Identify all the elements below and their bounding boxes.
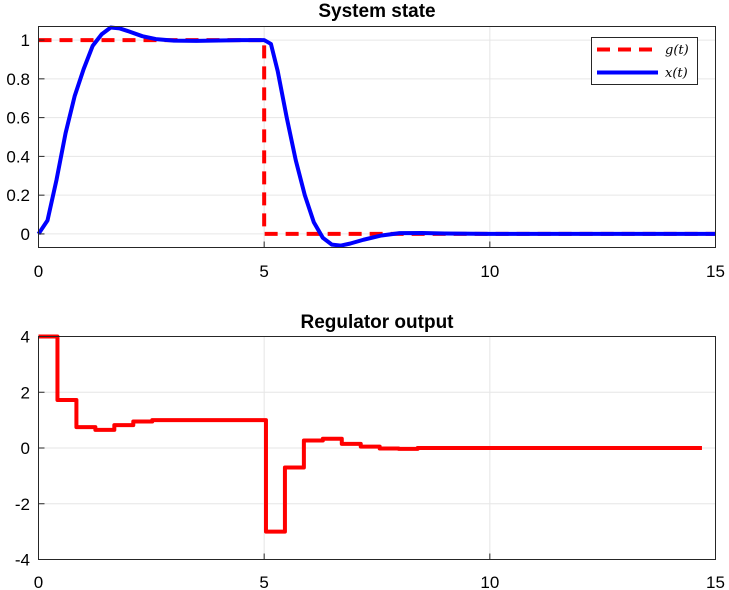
y-tick-label: 1 (21, 31, 30, 50)
y-tick-label: -2 (15, 495, 30, 514)
x-tick-label: 0 (34, 573, 43, 590)
legend-label-x: x(t) (665, 66, 688, 81)
system-state-plot: System state 0 5 10 15 0 0.2 0.4 0.6 0.8 1 g(t) … (6, 1, 725, 281)
chart-title: Regulator output (300, 312, 454, 333)
x-tick-label: 0 (34, 262, 43, 281)
y-tick-label: 0.4 (6, 147, 30, 166)
y-tick-labels: 0 0.2 0.4 0.6 0.8 1 (6, 31, 45, 244)
series-line-regulator (38, 334, 702, 534)
y-tick-label: 2 (21, 383, 30, 402)
y-tick-label: 0.8 (6, 70, 30, 89)
x-tick-label: 10 (480, 262, 499, 281)
y-tick-label: -4 (15, 551, 30, 570)
x-tick-labels: 0 5 10 15 (34, 241, 725, 281)
y-tick-label: 0.6 (6, 109, 30, 128)
axes-box (38, 26, 716, 248)
y-tick-label: 4 (21, 328, 30, 347)
x-tick-label: 15 (706, 573, 725, 590)
y-tick-labels: -4 -2 0 2 4 (15, 328, 45, 570)
y-tick-label: 0 (21, 439, 30, 458)
regulator-output-plot: Regulator output 0 5 10 15 -4 -2 0 2 4 (15, 312, 725, 590)
series-line-xt (36, 25, 716, 248)
x-tick-label: 10 (480, 573, 499, 590)
x-tick-label: 5 (259, 573, 268, 590)
legend: g(t) x(t) (591, 37, 698, 85)
legend-label-g: g(t) (665, 43, 689, 58)
x-tick-label: 15 (706, 262, 725, 281)
series-layer (36, 25, 716, 248)
legend-box (591, 37, 698, 85)
y-tick-label: 0.2 (6, 186, 30, 205)
x-tick-labels: 0 5 10 15 (34, 553, 725, 590)
chart-title: System state (318, 1, 435, 22)
y-tick-label: 0 (21, 225, 30, 244)
series-layer (38, 334, 702, 534)
x-tick-label: 5 (259, 262, 268, 281)
